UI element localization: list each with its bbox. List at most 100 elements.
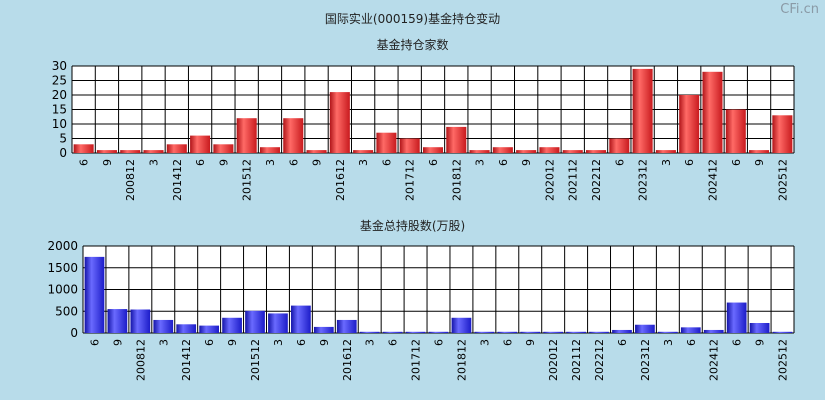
bar (236, 118, 257, 153)
x-tick-label: 201812 (455, 339, 468, 381)
x-tick-label: 6 (685, 339, 698, 346)
x-tick-label: 6 (613, 159, 626, 166)
bar (497, 331, 518, 333)
bar (268, 313, 288, 333)
x-tick-label: 9 (311, 159, 324, 166)
bar (749, 150, 770, 153)
bar (446, 126, 467, 153)
bar (679, 95, 700, 153)
x-tick-label: 3 (474, 159, 487, 166)
y-tick-label: 1500 (47, 261, 78, 275)
bar (655, 150, 676, 153)
y-tick-label: 25 (52, 74, 67, 88)
x-tick-label: 201712 (410, 339, 423, 381)
bar (474, 331, 495, 333)
bar (520, 331, 541, 333)
x-tick-label: 202212 (593, 339, 606, 381)
x-tick-label: 9 (318, 339, 331, 346)
bar (422, 147, 444, 153)
y-tick-label: 10 (52, 117, 67, 131)
x-tick-label: 201412 (171, 159, 184, 201)
x-tick-label: 6 (427, 159, 440, 166)
x-tick-label: 6 (497, 159, 510, 166)
bar (283, 118, 304, 153)
bar (469, 150, 490, 153)
x-tick-label: 9 (217, 159, 230, 166)
x-tick-label: 3 (157, 339, 170, 346)
bar (492, 147, 513, 153)
x-tick-label: 9 (226, 339, 239, 346)
x-tick-label: 6 (501, 339, 514, 346)
bar (428, 331, 449, 333)
bar (245, 310, 265, 333)
x-tick-label: 202012 (547, 339, 560, 381)
x-tick-label: 3 (662, 339, 675, 346)
x-tick-label: 3 (148, 159, 161, 166)
bar (516, 150, 537, 153)
x-tick-label: 6 (433, 339, 446, 346)
bar (199, 325, 220, 333)
bar (405, 331, 426, 333)
x-tick-label: 9 (754, 339, 767, 346)
bar (702, 71, 723, 153)
y-tick-label: 1000 (47, 283, 78, 297)
bar (73, 144, 94, 153)
bar (107, 309, 128, 333)
x-tick-label: 3 (478, 339, 491, 346)
y-tick-label: 30 (52, 59, 67, 73)
bar (166, 144, 187, 153)
bar (609, 138, 630, 153)
bar (612, 329, 632, 333)
bar (376, 132, 397, 153)
bar (176, 324, 197, 333)
bar (632, 68, 653, 153)
x-tick-label: 201812 (450, 159, 463, 201)
x-tick-label: 3 (272, 339, 285, 346)
x-tick-label: 201512 (249, 339, 262, 381)
x-tick-label: 202012 (543, 159, 556, 201)
x-tick-label: 201712 (404, 159, 417, 201)
bar (222, 317, 242, 333)
bar (772, 115, 793, 153)
x-tick-label: 9 (520, 159, 533, 166)
page-title: 国际实业(000159)基金持仓变动 (324, 12, 501, 26)
bar (190, 135, 211, 153)
x-tick-label: 202112 (570, 339, 583, 381)
x-tick-label: 202212 (590, 159, 603, 201)
bar (680, 327, 701, 333)
y-tick-label: 0 (59, 146, 67, 160)
x-tick-label: 3 (264, 159, 277, 166)
bar (382, 331, 403, 333)
x-tick-label: 6 (731, 339, 744, 346)
bar (313, 326, 334, 333)
x-tick-label: 202312 (637, 159, 650, 201)
watermark: CFi.cn (780, 2, 819, 17)
bar (259, 147, 280, 153)
x-tick-label: 6 (295, 339, 308, 346)
x-tick-label: 201612 (341, 339, 354, 381)
bar (153, 319, 174, 333)
total-shares-chart: 0 500 1000 1500 2000 6 9 200812 3 201412 6 9 201512 3… (47, 239, 795, 381)
x-tick-label: 202412 (708, 339, 721, 381)
bar (84, 256, 105, 333)
x-tick-label: 200812 (134, 339, 147, 381)
x-tick-label: 202512 (776, 159, 789, 201)
x-tick-label: 9 (753, 159, 766, 166)
x-tick-label: 202312 (639, 339, 652, 381)
y-tick-label: 0 (70, 326, 78, 340)
bar (359, 331, 380, 333)
x-tick-label: 6 (203, 339, 216, 346)
x-tick-label: 6 (380, 159, 393, 166)
x-tick-label: 201512 (241, 159, 254, 201)
x-tick-label: 202112 (567, 159, 580, 201)
x-tick-label: 200812 (124, 159, 137, 201)
x-tick-label: 9 (111, 339, 124, 346)
bar (451, 317, 472, 333)
bar (586, 150, 607, 153)
x-tick-label: 3 (364, 339, 377, 346)
y-tick-label: 5 (59, 132, 67, 146)
chart-title-bottom: 基金总持股数(万股) (359, 219, 466, 233)
bar (213, 144, 234, 153)
bar (562, 150, 583, 153)
